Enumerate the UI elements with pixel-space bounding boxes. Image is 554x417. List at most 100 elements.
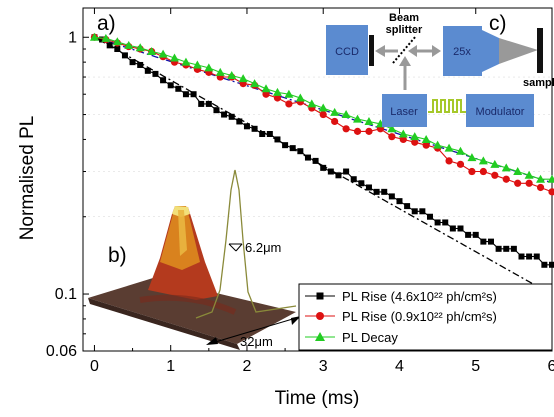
- data-point: [99, 36, 106, 43]
- x-tick-label: 4: [395, 358, 404, 375]
- y-axis-ticks: 0.06 0.1 1: [46, 29, 89, 360]
- data-point: [426, 213, 433, 220]
- data-point: [319, 110, 327, 119]
- data-point: [536, 174, 546, 183]
- data-point: [479, 167, 487, 176]
- data-point: [170, 53, 180, 62]
- data-point: [442, 219, 449, 226]
- beam-label: Beam: [389, 12, 419, 24]
- data-point: [373, 188, 380, 195]
- data-point: [261, 84, 271, 93]
- data-point: [112, 37, 122, 46]
- data-point: [421, 134, 431, 143]
- inset-b-width-label: 6.2μm: [245, 240, 281, 255]
- inset-b-width-marker-r: [235, 243, 243, 252]
- data-point: [457, 225, 464, 232]
- x-axis-label: Time (ms): [275, 388, 360, 409]
- data-point: [297, 148, 304, 155]
- panel-label-a: a): [97, 12, 116, 35]
- data-point: [381, 188, 388, 195]
- data-point: [243, 123, 250, 130]
- data-point: [227, 70, 237, 79]
- data-point: [318, 103, 328, 112]
- legend-marker-square: [316, 292, 324, 300]
- data-point: [312, 157, 319, 164]
- data-point: [215, 67, 225, 76]
- legend-marker-circle: [316, 312, 324, 320]
- beam-splitter: [392, 35, 417, 64]
- data-point: [465, 231, 472, 238]
- x-tick-label: 2: [243, 358, 252, 375]
- data-point: [524, 170, 534, 179]
- data-point: [137, 61, 144, 68]
- data-point: [365, 184, 372, 191]
- laser-box: [382, 94, 427, 127]
- inset-b-ridge: [139, 294, 237, 315]
- data-point: [399, 135, 407, 144]
- data-point: [160, 77, 167, 84]
- x-axis-ticks: 0 1 2 3 4 5 6: [90, 8, 554, 375]
- data-point: [304, 154, 311, 161]
- inset-b-length-arrowhead-l: [206, 337, 218, 345]
- inset-c-setup: CCD Beam splitter 25x sample Laser Modul…: [326, 12, 554, 127]
- inset-b-width-marker-l: [228, 243, 237, 252]
- data-point: [274, 136, 281, 143]
- data-point: [444, 143, 454, 152]
- data-point: [213, 107, 220, 114]
- data-point: [331, 117, 339, 126]
- data-point: [502, 175, 510, 183]
- data-point: [358, 180, 365, 187]
- data-point: [221, 111, 228, 118]
- series-triangle: [89, 32, 554, 183]
- series-line: [94, 36, 552, 266]
- data-point: [467, 153, 477, 162]
- data-point: [404, 203, 411, 210]
- data-point: [445, 157, 453, 165]
- data-point: [129, 59, 136, 66]
- data-point: [147, 47, 157, 56]
- modulation-signal: [428, 99, 466, 113]
- ccd-sensor: [369, 35, 374, 66]
- splitter-label: splitter: [386, 24, 423, 36]
- data-point: [114, 46, 121, 53]
- data-point: [410, 132, 420, 141]
- data-point: [330, 107, 340, 116]
- data-point: [396, 198, 403, 205]
- data-point: [190, 91, 197, 98]
- data-point: [135, 43, 145, 52]
- data-point: [272, 87, 282, 96]
- data-point: [251, 125, 258, 132]
- data-point: [533, 253, 540, 260]
- data-point: [549, 261, 554, 268]
- data-point: [228, 113, 235, 120]
- inset-b-substrate: [88, 278, 296, 344]
- fit-line: [94, 36, 553, 296]
- arrowhead-bs-l: [408, 45, 417, 57]
- data-point: [273, 94, 282, 102]
- data-point: [468, 167, 476, 176]
- data-point: [342, 125, 350, 133]
- data-point: [335, 172, 342, 179]
- data-point: [307, 99, 317, 108]
- data-point: [433, 140, 443, 149]
- data-point: [547, 174, 554, 183]
- data-point: [398, 129, 408, 138]
- y-tick-label: 0.06: [46, 343, 77, 360]
- data-point: [167, 82, 174, 89]
- x-tick-label: 3: [319, 358, 328, 375]
- data-point: [419, 208, 426, 215]
- data-point: [541, 261, 548, 268]
- data-point: [388, 193, 395, 200]
- data-point: [266, 130, 273, 137]
- objective-label: 25x: [453, 46, 471, 58]
- data-point: [487, 238, 494, 245]
- data-point: [285, 100, 293, 108]
- data-point: [295, 93, 305, 102]
- data-point: [175, 85, 182, 92]
- modulator-box: [466, 94, 534, 127]
- inset-b-substrate-shade: [88, 298, 240, 350]
- data-point: [387, 124, 397, 133]
- data-point: [250, 79, 260, 88]
- data-point: [205, 100, 212, 107]
